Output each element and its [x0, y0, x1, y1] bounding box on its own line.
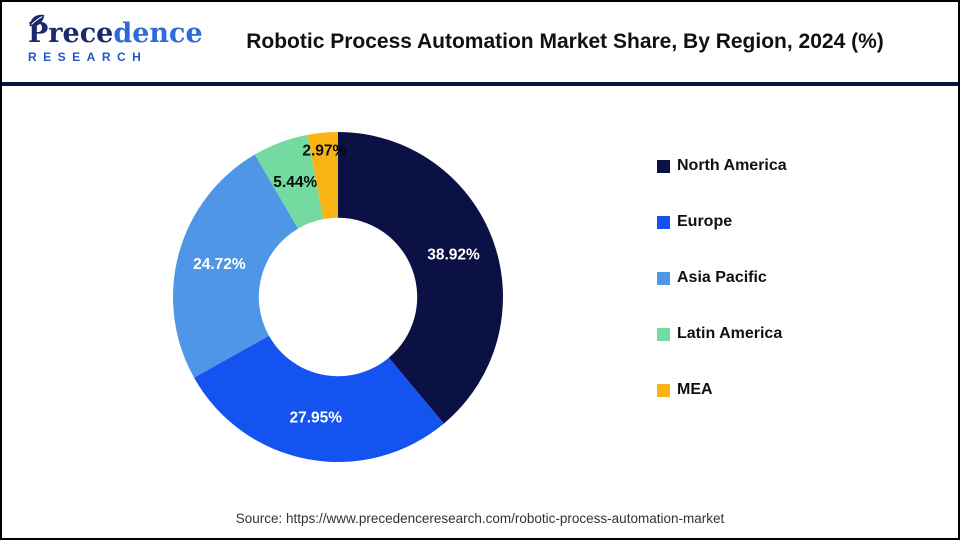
- legend: North America Europe Asia Pacific Latin Ame…: [657, 156, 787, 436]
- pie-slice-label-mea: 2.97%: [302, 142, 346, 159]
- pie-slice-latin-america: [254, 134, 324, 229]
- legend-marker-icon: [657, 383, 670, 397]
- pie-slice-mea: [307, 132, 338, 220]
- legend-label: Europe: [677, 213, 733, 230]
- pie-slice-label-latin-america: 5.44%: [273, 174, 317, 191]
- header: Precedence RESEARCH Robotic Process Auto…: [2, 2, 958, 86]
- legend-marker-icon: [657, 327, 670, 341]
- pie-slice-asia-pacific: [173, 154, 299, 378]
- pie-slice-europe: [194, 335, 444, 462]
- legend-item-north-america: North America: [657, 156, 787, 176]
- donut-chart: 38.92% 27.95% 24.72% 5.44% 2.97%: [173, 132, 504, 462]
- logo-wordmark: Precedence: [28, 20, 208, 48]
- precedence-research-logo: Precedence RESEARCH: [28, 14, 208, 64]
- chart-title: Robotic Process Automation Market Share,…: [246, 30, 884, 53]
- legend-item-asia-pacific: Asia Pacific: [657, 268, 787, 288]
- logo-word-dark: Prece: [28, 18, 114, 49]
- logo-word-light: dence: [113, 18, 203, 49]
- legend-label: MEA: [677, 381, 713, 398]
- legend-label: North America: [677, 157, 787, 174]
- legend-marker-icon: [657, 271, 670, 285]
- legend-item-mea: MEA: [657, 380, 787, 400]
- legend-label: Latin America: [677, 325, 783, 342]
- legend-marker-icon: [657, 215, 670, 229]
- legend-marker-icon: [657, 159, 670, 173]
- pie-slice-label-north-america: 38.92%: [427, 247, 480, 264]
- pie-slice-label-europe: 27.95%: [289, 409, 342, 426]
- source-text: Source: https://www.precedenceresearch.c…: [235, 511, 725, 526]
- chart-area: 38.92% 27.95% 24.72% 5.44% 2.97% North Ameri…: [2, 86, 958, 538]
- legend-item-latin-america: Latin America: [657, 324, 787, 344]
- logo-subtitle: RESEARCH: [28, 50, 148, 64]
- legend-item-europe: Europe: [657, 212, 787, 232]
- legend-label: Asia Pacific: [677, 269, 767, 286]
- pie-slice-label-asia-pacific: 24.72%: [193, 256, 246, 273]
- pie-slice-north-america: [338, 132, 504, 424]
- leaf-icon: [28, 12, 46, 34]
